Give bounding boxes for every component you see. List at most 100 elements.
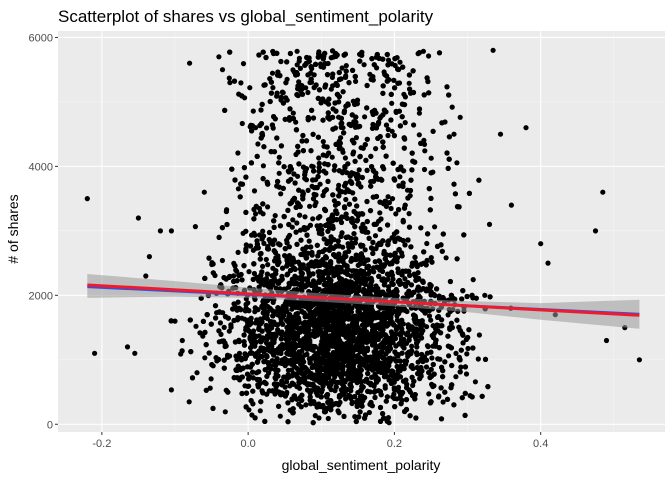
scatter-point: [202, 355, 208, 361]
scatter-point: [258, 399, 264, 405]
scatter-point: [231, 375, 237, 381]
scatter-point: [302, 214, 308, 220]
scatter-point: [294, 241, 300, 247]
scatter-point: [395, 367, 401, 374]
scatter-point: [444, 84, 450, 90]
scatter-point: [393, 326, 399, 332]
scatter-point: [235, 299, 241, 305]
scatter-point: [274, 183, 280, 189]
scatter-point: [265, 262, 271, 268]
scatter-point: [285, 400, 291, 406]
scatter-point: [284, 240, 290, 246]
scatter-point: [226, 75, 232, 81]
scatter-point: [240, 61, 247, 67]
scatter-point: [336, 76, 343, 83]
scatter-point: [187, 317, 193, 323]
scatter-point: [421, 249, 427, 255]
scatter-point: [443, 255, 449, 261]
scatter-point: [316, 160, 322, 166]
scatter-point: [371, 62, 377, 68]
scatter-point: [364, 218, 370, 225]
scatter-point: [402, 120, 408, 126]
scatter-point: [316, 415, 322, 421]
scatter-point: [257, 408, 263, 414]
scatter-point: [278, 94, 284, 100]
scatter-point: [276, 170, 282, 176]
scatter-point: [291, 277, 297, 283]
scatter-point: [405, 280, 411, 286]
scatter-point: [274, 90, 280, 96]
scatter-point: [377, 210, 383, 216]
scatter-point: [186, 399, 192, 405]
scatter-point: [343, 63, 349, 69]
scatter-point: [330, 126, 336, 132]
scatter-point: [279, 357, 285, 363]
scatter-point: [293, 119, 299, 125]
scatter-point: [252, 305, 258, 311]
scatter-point: [269, 70, 276, 76]
scatter-point: [352, 196, 358, 202]
scatter-point: [349, 240, 355, 246]
scatter-point: [223, 208, 229, 215]
scatter-point: [338, 124, 344, 130]
scatter-point: [299, 392, 305, 398]
scatter-point: [322, 262, 328, 268]
scatter-point: [235, 150, 241, 156]
scatter-point: [243, 301, 249, 308]
scatter-point: [295, 275, 301, 281]
scatter-point: [347, 393, 353, 399]
scatter-point: [261, 144, 267, 150]
scatter-point: [405, 330, 411, 336]
scatter-point: [293, 301, 299, 307]
scatter-point: [193, 323, 199, 329]
scatter-point: [321, 188, 327, 195]
scatter-point: [250, 108, 256, 114]
scatter-point: [287, 232, 293, 238]
scatter-point: [311, 191, 317, 197]
scatter-point: [239, 93, 245, 99]
scatter-point: [475, 356, 481, 362]
scatter-point: [305, 187, 311, 193]
scatter-point: [311, 168, 317, 174]
scatter-point: [445, 165, 451, 171]
scatter-point: [310, 196, 317, 202]
scatter-point: [337, 144, 343, 150]
scatter-point: [295, 149, 301, 155]
scatter-point: [294, 365, 300, 371]
scatter-point: [316, 168, 322, 174]
scatter-point: [426, 53, 432, 59]
scatter-point: [328, 387, 334, 393]
scatter-point: [310, 131, 316, 137]
scatter-point: [230, 306, 236, 312]
scatter-point: [382, 332, 388, 338]
scatter-point: [485, 384, 491, 390]
scatter-point: [341, 255, 347, 261]
scatter-point: [243, 209, 249, 215]
scatter-point: [378, 392, 384, 398]
scatter-point: [420, 322, 426, 328]
scatter-point: [226, 328, 232, 334]
scatter-point: [286, 221, 292, 228]
scatter-point: [276, 154, 282, 160]
scatter-point: [343, 396, 349, 402]
scatter-point: [317, 223, 324, 229]
scatter-point: [276, 403, 282, 409]
scatter-point: [453, 350, 459, 356]
scatter-point: [272, 213, 278, 219]
scatter-point: [282, 116, 288, 122]
scatter-point: [416, 50, 422, 56]
scatter-point: [394, 259, 400, 265]
scatter-point: [358, 388, 364, 394]
scatter-point: [260, 163, 266, 169]
scatter-point: [423, 364, 430, 370]
scatter-point: [221, 324, 227, 330]
scatter-point: [438, 330, 444, 336]
scatter-point: [256, 232, 263, 238]
scatter-point: [262, 367, 268, 373]
scatter-point: [372, 394, 378, 401]
scatter-point: [364, 167, 370, 173]
scatter-point: [314, 185, 320, 191]
scatter-point: [290, 217, 296, 223]
scatter-point: [391, 376, 397, 382]
